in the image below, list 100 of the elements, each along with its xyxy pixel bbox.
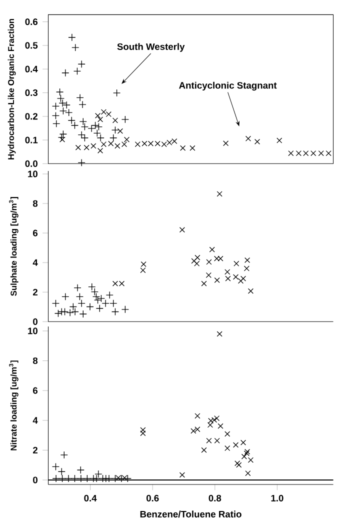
point — [96, 304, 104, 312]
point — [60, 451, 68, 459]
point — [77, 474, 85, 482]
point — [110, 300, 118, 308]
point — [94, 122, 103, 131]
point — [288, 150, 294, 156]
point — [201, 280, 207, 286]
point — [59, 136, 66, 142]
point — [73, 67, 82, 76]
point — [254, 138, 260, 144]
point — [140, 261, 146, 267]
y-tick-label: 0.3 — [25, 89, 38, 96]
point — [194, 413, 200, 419]
point — [191, 258, 197, 264]
point — [190, 145, 196, 151]
point — [52, 462, 60, 471]
point — [64, 474, 72, 482]
point — [218, 256, 224, 262]
point — [248, 457, 254, 463]
point — [211, 417, 218, 423]
point — [225, 276, 231, 282]
point — [79, 310, 87, 318]
point — [105, 474, 113, 482]
point — [190, 428, 196, 434]
point — [62, 101, 70, 109]
point — [54, 310, 62, 318]
point — [194, 254, 200, 260]
point — [238, 278, 244, 284]
point — [206, 272, 212, 278]
point — [94, 296, 102, 304]
point — [245, 470, 251, 476]
point — [95, 112, 101, 118]
point — [140, 430, 146, 436]
point — [97, 116, 104, 122]
point — [78, 131, 86, 139]
point — [78, 300, 86, 308]
x-axis-title: Benzene/Toluene Ratio — [140, 510, 242, 518]
point — [224, 431, 230, 437]
point — [78, 60, 86, 68]
point — [75, 144, 81, 150]
y-tick-label: 4 — [32, 417, 38, 424]
point — [59, 130, 68, 138]
y-tick-label: 10 — [28, 328, 38, 334]
point — [58, 474, 66, 482]
point — [86, 302, 94, 311]
point — [216, 191, 222, 197]
point — [92, 474, 100, 482]
y-axis-title: Nitrate loading [ug/m$^{3}$] — [9, 360, 18, 450]
y-tick-label: 0.4 — [25, 66, 38, 72]
y-axis-title: Sulphate loading [ug/m$^{3}$] — [9, 197, 18, 296]
point — [276, 138, 282, 144]
point — [234, 260, 240, 266]
y-tick-label: 0 — [33, 476, 38, 484]
y-tick-label: 0 — [33, 318, 38, 325]
point — [244, 450, 250, 456]
point — [83, 474, 92, 482]
point — [58, 308, 66, 316]
point — [68, 34, 76, 42]
point — [52, 102, 60, 110]
point — [58, 468, 66, 476]
point — [111, 126, 120, 134]
point — [194, 426, 200, 432]
point — [232, 274, 239, 280]
y-tick-label: 0.1 — [25, 136, 38, 144]
point — [240, 440, 246, 446]
point — [78, 158, 86, 167]
y-tick-label: 10 — [28, 170, 38, 178]
y-tick-label: 0.6 — [25, 18, 38, 26]
point — [232, 442, 239, 448]
point — [214, 277, 220, 283]
x-tick-label: 0.8 — [208, 494, 222, 502]
y-tick-label: 0.0 — [25, 160, 38, 167]
point — [240, 276, 246, 282]
point — [214, 256, 220, 262]
point — [121, 306, 129, 314]
point — [140, 267, 146, 274]
point — [112, 89, 121, 97]
point — [62, 69, 70, 77]
point — [110, 134, 118, 142]
point — [62, 292, 70, 300]
point — [206, 438, 212, 444]
point — [121, 116, 129, 124]
point — [179, 227, 185, 233]
point — [218, 423, 224, 429]
point — [80, 134, 89, 142]
point — [244, 257, 250, 263]
point — [106, 291, 114, 299]
point — [216, 331, 222, 337]
y-tick-label: 6 — [33, 387, 38, 394]
point — [65, 108, 73, 116]
point — [179, 472, 185, 478]
point — [209, 246, 215, 252]
y-axis-title: Hydrocarbon-Like Organic Fraction — [8, 18, 16, 160]
point — [97, 148, 104, 154]
point — [52, 300, 60, 308]
annotation: Anticyclonic Stagnant — [179, 82, 277, 91]
point — [140, 427, 146, 433]
point — [56, 88, 64, 96]
point — [245, 136, 252, 142]
y-tick-label: 6 — [33, 230, 38, 236]
